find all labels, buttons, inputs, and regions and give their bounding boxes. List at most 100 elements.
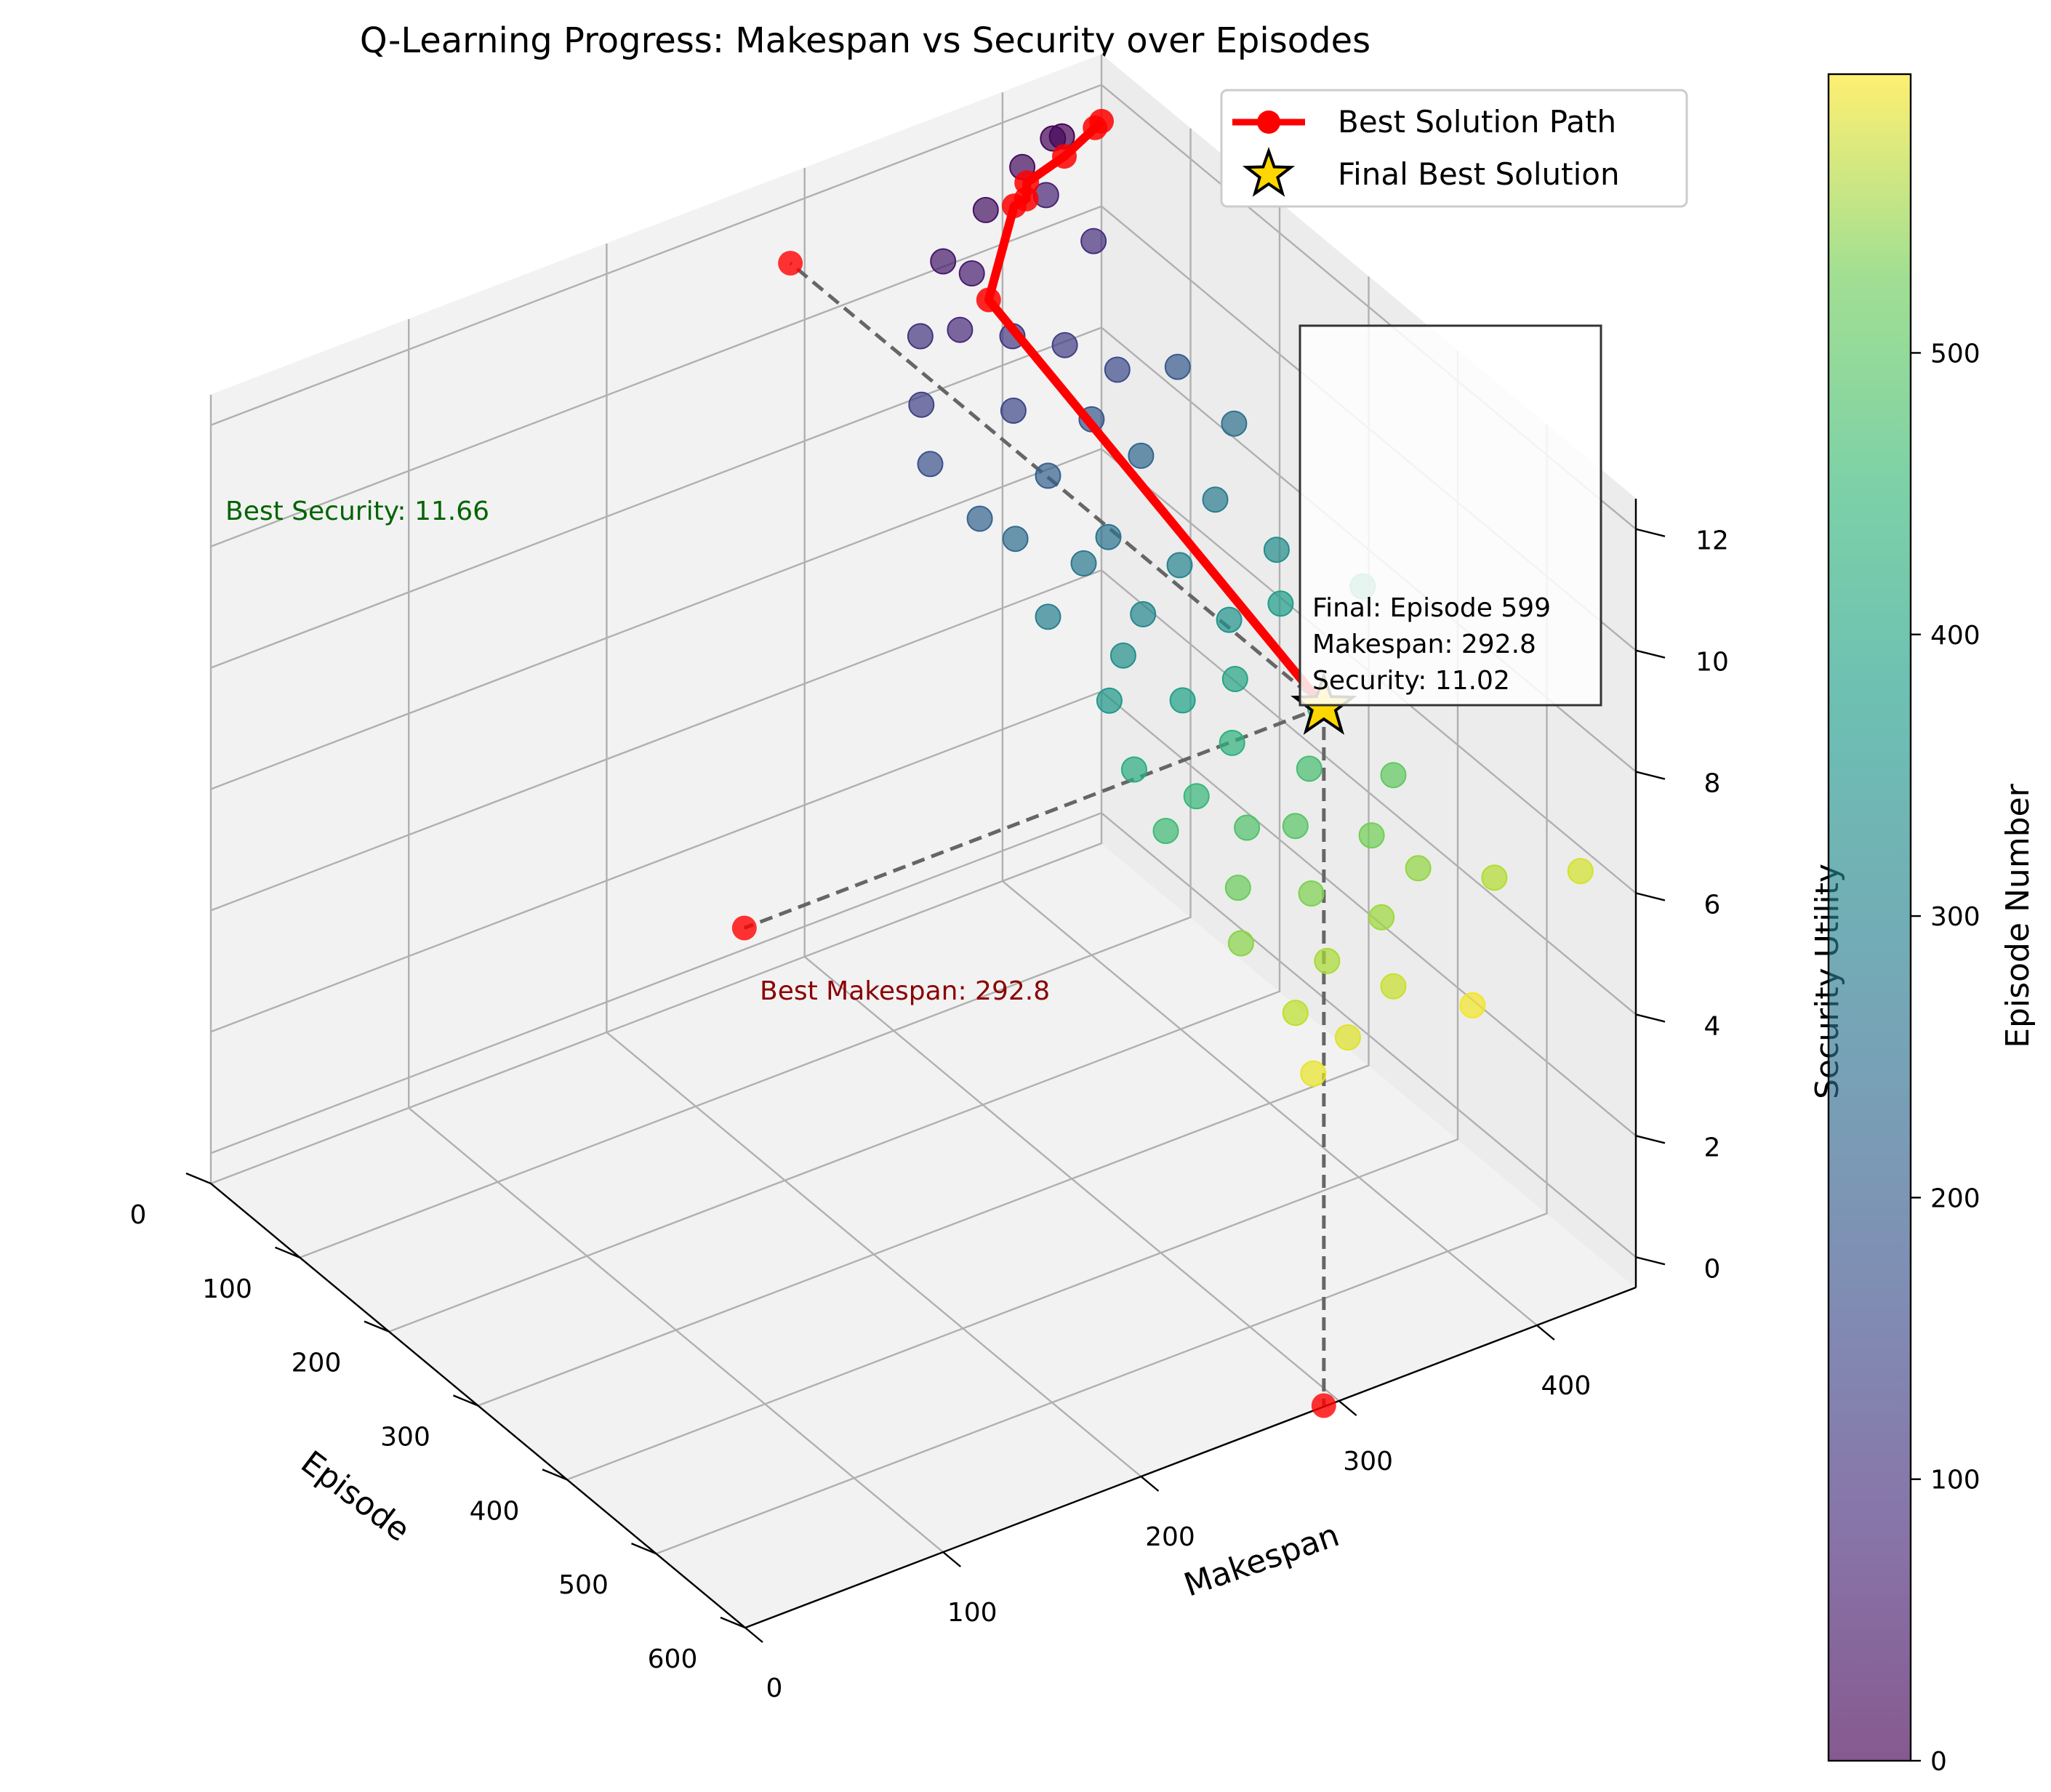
- scatter-point: [1035, 462, 1061, 489]
- scatter-point: [1267, 590, 1294, 617]
- scatter-point: [1120, 756, 1147, 783]
- scatter-point: [1380, 973, 1407, 1000]
- y-tick: [1338, 1400, 1357, 1416]
- x-tick-label: 300: [380, 1423, 430, 1453]
- annotation-final-line-2: Makespan: 292.8: [1312, 630, 1536, 659]
- scatter-point: [1221, 410, 1248, 437]
- scatter-point: [1459, 992, 1486, 1018]
- y-tick: [1140, 1476, 1160, 1492]
- scatter-point: [1358, 822, 1385, 849]
- scatter-point: [1166, 552, 1193, 579]
- y-tick-label: 400: [1541, 1371, 1592, 1401]
- gridline-security: [210, 569, 1637, 1016]
- projection-marker: [778, 251, 803, 276]
- z-tick: [1635, 528, 1666, 537]
- axes-panes: [210, 53, 1637, 1628]
- colorbar-tick-label: 100: [1930, 1466, 1980, 1495]
- scatter-point: [1298, 880, 1325, 907]
- y-tick-label: 0: [766, 1674, 783, 1703]
- scatter-point: [972, 196, 999, 223]
- gridline-episode: [210, 55, 1103, 1185]
- scatter-point: [1130, 600, 1157, 627]
- x-tick: [275, 1246, 300, 1258]
- x-tick-label: 100: [202, 1274, 252, 1304]
- best-path-point: [976, 287, 1001, 313]
- best-path-point: [1002, 193, 1027, 219]
- best-path-point: [1052, 144, 1077, 169]
- y-tick-label: 200: [1145, 1522, 1195, 1552]
- scatter-point: [966, 505, 993, 532]
- scatter-point: [1095, 523, 1122, 550]
- x-tick-label: 0: [130, 1200, 147, 1230]
- scatter-point: [1224, 875, 1251, 901]
- scatter-point: [1051, 332, 1078, 358]
- annotation-final-box: Final: Episode 599 Makespan: 292.8 Secur…: [1299, 324, 1602, 707]
- scatter-point: [1002, 526, 1029, 553]
- y-axis-line: [744, 1286, 1637, 1629]
- x-axis-label: Episode: [294, 1444, 417, 1549]
- z-tick-label: 0: [1704, 1254, 1721, 1284]
- gridline-episode: [388, 202, 1281, 1333]
- scatter-point: [1380, 762, 1407, 789]
- legend-frame: [1220, 89, 1688, 208]
- scatter-point: [1263, 537, 1290, 563]
- x-tick: [720, 1616, 746, 1629]
- scatter-point: [1567, 858, 1594, 885]
- z-tick: [1635, 649, 1666, 659]
- colorbar-tick-label: 200: [1930, 1184, 1980, 1213]
- x-tick: [542, 1468, 568, 1481]
- legend: Best Solution Path Final Best Solution: [1220, 89, 1688, 208]
- scatter-point: [958, 260, 985, 286]
- y-tick-label: 100: [947, 1598, 998, 1628]
- y-axis-label: Makespan: [1179, 1516, 1344, 1604]
- best-solution-path: [976, 108, 1336, 719]
- z-tick: [1635, 771, 1666, 780]
- scatter-point: [1334, 1024, 1361, 1050]
- colorbar-gradient: [1827, 73, 1912, 1762]
- gridline-makespan: [803, 168, 1340, 1402]
- legend-circle-swatch: [1257, 111, 1280, 134]
- z-tick-label: 2: [1704, 1133, 1721, 1162]
- scatter-point: [1128, 442, 1155, 469]
- scatter-point: [1368, 904, 1395, 931]
- gridline-security: [210, 811, 1637, 1258]
- x-tick: [364, 1320, 390, 1333]
- scatter-point: [1152, 818, 1179, 844]
- colorbar-label: Episode Number: [1999, 783, 2036, 1048]
- x-tick: [185, 1172, 212, 1185]
- scatter-point: [1164, 353, 1191, 380]
- z-tick-label: 10: [1695, 648, 1729, 678]
- scatter-point: [1405, 855, 1432, 882]
- scatter-point: [1202, 486, 1229, 513]
- scatter-point: [1104, 356, 1131, 383]
- annotation-best-security: Best Security: 11.66: [225, 497, 489, 526]
- y-tick: [1536, 1325, 1555, 1341]
- chart-title: Q-Learning Progress: Makespan vs Securit…: [360, 20, 1370, 61]
- scatter-point: [1314, 947, 1341, 974]
- colorbar: 0 100 200 300 400 500 Episode Number: [1827, 73, 2036, 1777]
- x-tick: [631, 1543, 657, 1555]
- y-tick: [942, 1551, 961, 1567]
- scatter-point: [1109, 642, 1136, 669]
- colorbar-tick-label: 0: [1930, 1747, 1947, 1777]
- z-tick: [1635, 1135, 1666, 1144]
- scatter-point: [1296, 755, 1322, 782]
- colorbar-ticks: 0 100 200 300 400 500: [1911, 339, 1980, 1777]
- colorbar-tick-label: 300: [1930, 902, 1980, 932]
- annotation-best-makespan: Best Makespan: 292.8: [760, 976, 1050, 1006]
- legend-label-final: Final Best Solution: [1338, 156, 1620, 192]
- scatter-point: [1227, 930, 1254, 957]
- scatter-point: [1282, 813, 1309, 840]
- x-tick-label: 200: [292, 1349, 342, 1378]
- scatter-point: [1035, 603, 1061, 630]
- projection-marker: [731, 915, 757, 941]
- gridline-makespan: [408, 319, 944, 1553]
- scatter-point: [1234, 814, 1261, 841]
- legend-label-best-path: Best Solution Path: [1338, 104, 1616, 140]
- scatter-point: [1070, 550, 1097, 576]
- x-tick-label: 600: [648, 1644, 698, 1674]
- x-tick-label: 500: [558, 1570, 609, 1600]
- colorbar-tick-label: 500: [1930, 339, 1980, 369]
- x-tick: [453, 1394, 478, 1407]
